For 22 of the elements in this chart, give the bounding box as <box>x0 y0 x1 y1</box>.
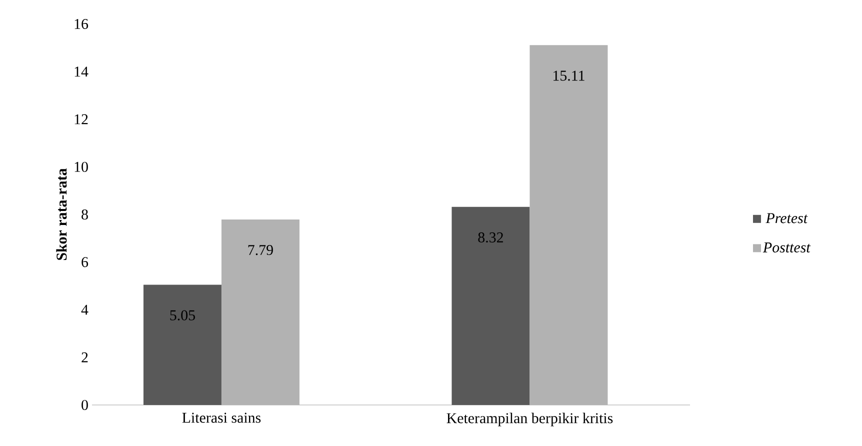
data-label: 8.32 <box>478 232 503 243</box>
data-label: 15.11 <box>553 70 584 81</box>
legend-label: Posttest <box>762 242 811 252</box>
y-tick-label: 0 <box>82 400 88 410</box>
x-tick-label: Keterampilan berpikir kritis <box>446 412 613 426</box>
y-tick-label: 2 <box>82 352 88 362</box>
x-tick-label: Literasi sains <box>182 412 261 423</box>
y-tick-label: 16 <box>74 18 88 29</box>
y-axis-title: Skor rata-rata <box>56 168 67 260</box>
data-label: 5.05 <box>170 310 195 320</box>
y-tick-label: 4 <box>81 304 88 315</box>
y-tick-label: 14 <box>74 66 88 77</box>
data-label: 7.79 <box>248 245 273 256</box>
legend-label: Pretest <box>766 213 808 224</box>
bar <box>143 284 222 405</box>
y-tick-label: 10 <box>74 162 88 172</box>
y-tick-label: 8 <box>82 209 88 220</box>
bar <box>530 45 608 405</box>
y-tick-label: 6 <box>82 257 88 268</box>
y-tick-label: 12 <box>74 114 88 124</box>
bar <box>452 206 530 405</box>
bar <box>221 219 300 405</box>
